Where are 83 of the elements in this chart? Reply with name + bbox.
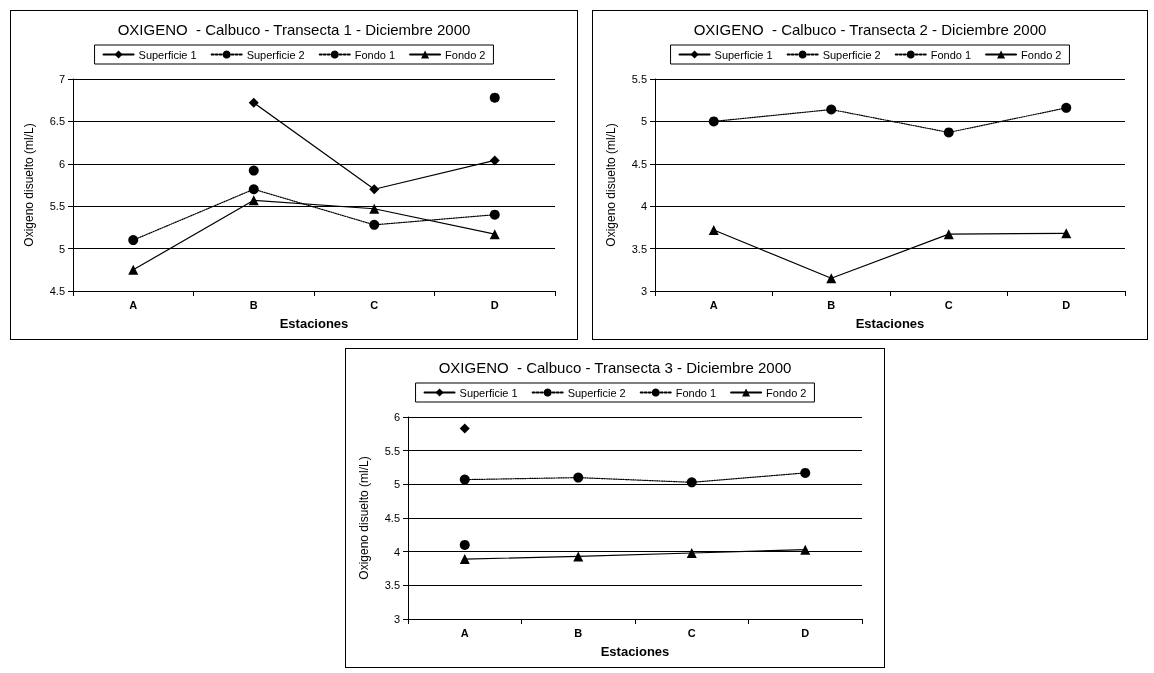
point <box>248 165 259 176</box>
y-tick-label: 4.5 <box>384 512 400 524</box>
y-tick-label: 4 <box>393 545 400 558</box>
point <box>248 184 259 195</box>
point <box>369 203 380 214</box>
y-tick-label: 3 <box>640 285 647 297</box>
point <box>800 467 811 478</box>
point <box>800 544 811 555</box>
y-tick-label: 6 <box>58 157 65 170</box>
point <box>708 224 719 235</box>
y-tick-label: 3 <box>393 613 400 625</box>
legend-label: Superficie 2 <box>567 386 626 399</box>
point <box>369 184 380 195</box>
x-axis-title: Estaciones <box>600 644 670 659</box>
chart-title: OXIGENO - Calbuco - Transecta 3 - Diciembre 2000 <box>438 359 792 376</box>
point <box>459 423 470 434</box>
y-tick-label: 4.5 <box>631 157 647 170</box>
y-tick-label: 5.5 <box>631 73 647 85</box>
x-tick-label: B <box>574 626 583 639</box>
y-tick-label: 5.5 <box>49 200 65 213</box>
y-tick-label: 3.5 <box>631 242 647 255</box>
y-tick-label: 3.5 <box>384 579 400 592</box>
y-tick-label: 5.5 <box>384 444 400 457</box>
legend-label: Superficie 2 <box>822 48 881 61</box>
y-tick-label: 7 <box>58 73 65 85</box>
x-axis-title: Estaciones <box>855 316 925 331</box>
y-tick-label: 6 <box>393 411 400 423</box>
point <box>459 539 470 550</box>
legend-label: Superficie 1 <box>459 386 518 399</box>
point <box>826 273 837 284</box>
legend-label: Fondo 1 <box>675 386 717 399</box>
y-tick-label: 4.5 <box>49 285 65 297</box>
y-tick-label: 4 <box>640 200 647 213</box>
point <box>369 219 380 230</box>
y-axis-title: Oxigeno disuelto (ml/L) <box>357 456 371 580</box>
legend-label: Superficie 1 <box>138 48 197 61</box>
x-tick-label: C <box>687 626 696 639</box>
legend-label: Fondo 1 <box>930 48 972 61</box>
chart-title: OXIGENO - Calbuco - Transecta 2 - Diciembre 2000 <box>693 21 1047 38</box>
legend-label: Fondo 1 <box>354 48 396 61</box>
x-tick-label: A <box>460 626 469 639</box>
point <box>686 548 697 559</box>
point <box>1061 102 1072 113</box>
point <box>943 127 954 138</box>
y-tick-label: 5 <box>393 478 400 491</box>
point <box>489 92 500 103</box>
point <box>1061 228 1072 239</box>
x-tick-label: B <box>249 298 258 311</box>
point <box>943 229 954 240</box>
legend-label: Superficie 1 <box>714 48 773 61</box>
y-tick-label: 5 <box>640 115 647 128</box>
x-tick-label: C <box>944 298 953 311</box>
point <box>573 551 584 562</box>
point <box>573 472 584 483</box>
point <box>826 104 837 115</box>
y-tick-label: 5 <box>58 242 65 255</box>
x-tick-label: D <box>801 626 810 639</box>
point <box>708 116 719 127</box>
point <box>459 554 470 565</box>
x-tick-label: D <box>1062 298 1071 311</box>
x-tick-label: A <box>129 298 138 311</box>
y-axis-title: Oxigeno disuelto (ml/L) <box>22 123 36 247</box>
legend-label: Fondo 2 <box>445 48 486 61</box>
point <box>248 97 259 108</box>
x-tick-label: A <box>709 298 718 311</box>
point <box>489 229 500 240</box>
x-tick-label: C <box>370 298 379 311</box>
point <box>686 477 697 488</box>
x-tick-label: B <box>827 298 836 311</box>
point <box>248 195 259 206</box>
legend-label: Fondo 2 <box>1021 48 1062 61</box>
point <box>128 235 139 246</box>
x-tick-label: D <box>490 298 499 311</box>
point <box>489 209 500 220</box>
legend-label: Superficie 2 <box>246 48 305 61</box>
y-tick-label: 6.5 <box>49 115 65 128</box>
y-axis-title: Oxigeno disuelto (ml/L) <box>604 123 618 247</box>
point <box>459 474 470 485</box>
chart-title: OXIGENO - Calbuco - Transecta 1 - Diciembre 2000 <box>117 21 471 38</box>
legend-label: Fondo 2 <box>766 386 807 399</box>
x-axis-title: Estaciones <box>279 316 349 331</box>
point <box>128 264 139 275</box>
point <box>489 155 500 166</box>
